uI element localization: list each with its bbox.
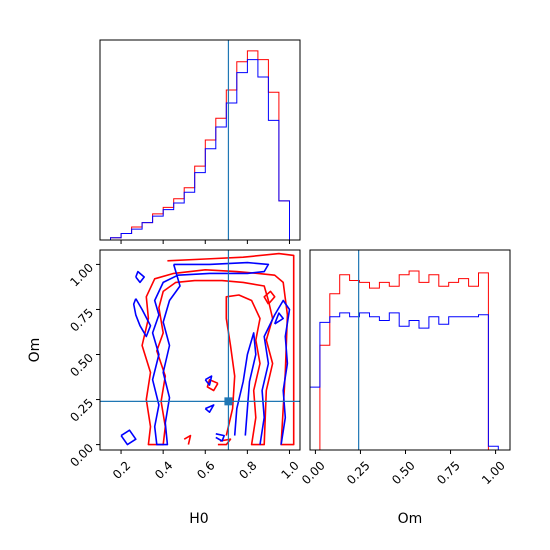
- om-histogram-series-0: [310, 270, 510, 451]
- contour-chain_b-5: [120, 429, 137, 446]
- om-x-tick-label-4: 1.00: [479, 458, 508, 487]
- contour-chain_b-1: [259, 299, 291, 445]
- joint-frame: [99, 249, 301, 451]
- contour-chain_b-8: [273, 312, 284, 325]
- contour-chain_a-0: [141, 252, 295, 446]
- contour-chain_b-7: [215, 433, 225, 442]
- contour-chain_a-4: [183, 434, 192, 445]
- om-x-tick-label-1: 0.25: [344, 458, 373, 487]
- om-y-tick-label-4: 1.00: [67, 261, 96, 290]
- y-axis-label-om: Om: [27, 338, 43, 363]
- om-y-tick-label-0: 0.00: [67, 441, 96, 470]
- om-y-tick-label-2: 0.50: [67, 351, 96, 380]
- h0-x-tick-label-3: 0.8: [236, 458, 259, 481]
- contour-chain_b-0: [151, 261, 270, 446]
- om-x-tick-label-3: 0.75: [434, 458, 463, 487]
- h0-x-tick-label-0: 0.2: [110, 458, 133, 481]
- om-y-tick-label-1: 0.25: [67, 396, 96, 425]
- truth-marker: [224, 397, 233, 406]
- contour-chain_b-6: [204, 404, 215, 413]
- om-histogram-series-1: [309, 312, 510, 451]
- om-x-tick-label-0: 0.00: [299, 458, 328, 487]
- contour-chain_b-9: [204, 375, 213, 386]
- contour-chain_b-4: [135, 270, 145, 284]
- h0-x-tick-label-2: 0.6: [194, 458, 217, 481]
- x-axis-label-h0: H0: [189, 511, 208, 527]
- om-x-tick-label-2: 0.50: [389, 458, 418, 487]
- h0-om-contour-panel: 0.2 0.4 0.6 0.8 1.0 0.00 0.25 0.50 0.75 1.00: [67, 249, 302, 482]
- contour-chain_b-2: [233, 332, 257, 436]
- h0-histogram-series-0: [100, 50, 300, 241]
- om-histogram-frame: [309, 249, 511, 451]
- h0-histogram-frame: [99, 39, 301, 241]
- contour-chain_a-2: [263, 290, 276, 305]
- x-axis-label-om: Om: [398, 511, 423, 527]
- om-y-tick-label-3: 0.75: [67, 306, 96, 335]
- contour-chain_a-1: [206, 378, 219, 392]
- om-histogram-panel: 0.00 0.25 0.50 0.75 1.00: [299, 249, 511, 487]
- h0-x-tick-label-1: 0.4: [152, 458, 175, 481]
- h0-x-tick-label-4: 1.0: [278, 458, 301, 481]
- h0-histogram-panel: [99, 39, 301, 244]
- h0-histogram-series-1: [100, 59, 300, 241]
- contour-chain_b-3: [132, 298, 152, 338]
